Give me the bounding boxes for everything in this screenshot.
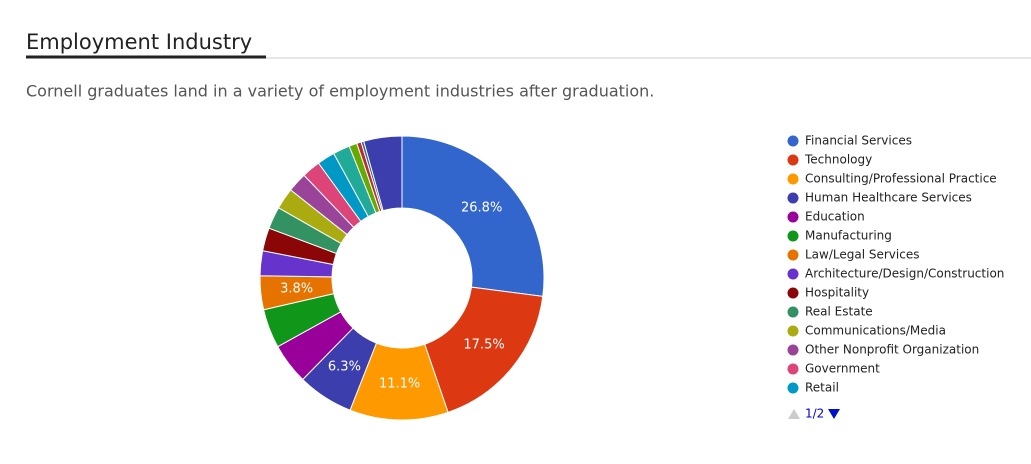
legend-swatch (787, 344, 799, 356)
donut: 26.8% 17.5% 11.1% 6.3% 3.8% (259, 135, 545, 421)
legend-label: Hospitality (805, 286, 869, 300)
legend-swatch (787, 382, 799, 394)
legend-swatch (787, 135, 799, 147)
legend-label: Retail (805, 381, 839, 395)
legend-label: Government (805, 362, 880, 376)
legend-prev[interactable] (788, 409, 800, 419)
legend-swatch (787, 325, 799, 337)
legend-swatch (787, 173, 799, 185)
slice (401, 135, 545, 297)
legend-label: Education (805, 210, 865, 224)
legend-swatch (787, 192, 799, 204)
legend-label: Law/Legal Services (805, 248, 919, 262)
legend-swatch (787, 230, 799, 242)
value-label: 26.8% (461, 201, 502, 216)
legend-label: Consulting/Professional Practice (805, 172, 997, 186)
legend-swatch (787, 287, 799, 299)
value-label: 17.5% (463, 338, 504, 353)
legend-swatch (787, 268, 799, 280)
legend-swatch (787, 154, 799, 166)
value-label: 6.3% (328, 359, 361, 374)
legend: Financial Services Technology Consulting/P… (787, 134, 1004, 395)
legend-label: Manufacturing (805, 229, 892, 243)
value-label: 3.8% (280, 282, 313, 297)
value-label: 11.1% (379, 376, 420, 391)
slice (363, 135, 403, 212)
chart-title: Employment Industry (26, 30, 252, 54)
legend-label: Technology (804, 153, 872, 167)
legend-label: Architecture/Design/Construction (805, 267, 1004, 281)
chart-subtitle: Cornell graduates land in a variety of e… (26, 82, 654, 101)
legend-swatch (787, 363, 799, 375)
legend-page: 1/2 (805, 407, 824, 421)
legend-label: Financial Services (805, 134, 912, 148)
legend-swatch (787, 211, 799, 223)
legend-label: Other Nonprofit Organization (805, 343, 979, 357)
legend-label: Communications/Media (805, 324, 946, 338)
legend-next[interactable] (828, 409, 840, 419)
legend-label: Real Estate (805, 305, 873, 319)
legend-swatch (787, 249, 799, 261)
legend-label: Human Healthcare Services (805, 191, 972, 205)
legend-swatch (787, 306, 799, 318)
